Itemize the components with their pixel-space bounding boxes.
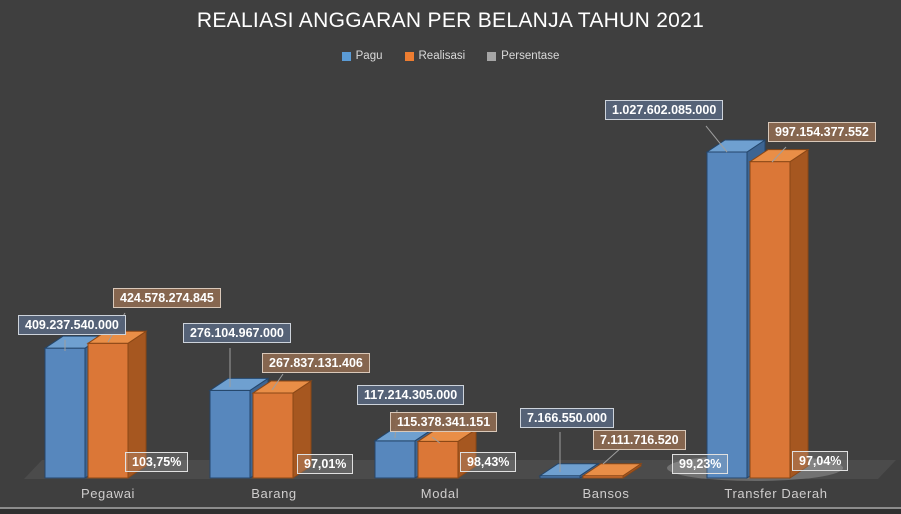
data-label-pagu-2: 117.214.305.000 xyxy=(357,385,465,405)
bar-pagu-3-top xyxy=(538,463,600,477)
data-label-persentase-1: 97,01% xyxy=(297,454,354,474)
data-label-pagu-0: 409.237.540.000 xyxy=(18,315,126,335)
leader-line xyxy=(705,125,728,153)
legend-label-realisasi: Realisasi xyxy=(418,50,466,62)
data-label-realisasi-0: 424.578.274.845 xyxy=(113,288,221,308)
legend: Pagu Realisasi Persentase xyxy=(0,50,901,62)
bar-pagu-1-top xyxy=(208,377,270,391)
data-label-realisasi-3: 7.111.716.520 xyxy=(593,430,686,450)
data-label-pagu-1: 276.104.967.000 xyxy=(183,323,291,343)
category-label-4: Transfer Daerah xyxy=(724,486,828,501)
bar-realisasi-4-top xyxy=(748,149,810,163)
below-slide-area xyxy=(0,509,901,514)
data-label-persentase-4: 97,04% xyxy=(792,451,849,471)
bar-realisasi-4-front xyxy=(749,161,791,479)
category-label-3: Bansos xyxy=(582,486,630,501)
bar-realisasi-4-side xyxy=(789,148,809,479)
bar-realisasi-1-front xyxy=(252,392,294,479)
bar-pagu-2-front xyxy=(374,440,416,479)
legend-label-pagu: Pagu xyxy=(355,50,383,62)
data-label-realisasi-4: 997.154.377.552 xyxy=(768,122,876,142)
legend-item-pagu: Pagu xyxy=(341,50,383,62)
data-label-pagu-4: 1.027.602.085.000 xyxy=(605,100,724,120)
data-label-realisasi-1: 267.837.131.406 xyxy=(262,353,370,373)
category-label-2: Modal xyxy=(420,486,460,501)
data-label-persentase-2: 98,43% xyxy=(460,452,517,472)
leader-line xyxy=(271,373,284,391)
bar-realisasi-1-top xyxy=(251,380,313,394)
bar-realisasi-0-front xyxy=(87,342,129,479)
data-label-persentase-3: 99,23% xyxy=(672,454,729,474)
leader-line xyxy=(431,436,441,444)
legend-item-persentase: Persentase xyxy=(487,50,559,62)
data-label-pagu-3: 7.166.550.000 xyxy=(520,408,614,428)
data-label-realisasi-2: 115.378.341.151 xyxy=(390,412,498,432)
legend-label-persentase: Persentase xyxy=(501,50,560,62)
bar-pagu-4-top xyxy=(705,139,767,153)
data-label-persentase-0: 103,75% xyxy=(125,452,189,472)
bar-pagu-4-front xyxy=(706,151,748,479)
category-label-0: Pegawai xyxy=(80,486,136,501)
chart-title: REALIASI ANGGARAN PER BELANJA TAHUN 2021 xyxy=(196,9,705,32)
persentase-swatch-icon xyxy=(487,51,497,61)
legend-item-realisasi: Realisasi xyxy=(404,50,466,62)
realisasi-swatch-icon xyxy=(404,51,414,61)
pagu-swatch-icon xyxy=(341,51,351,61)
bar-pagu-0-front xyxy=(44,347,86,479)
leader-line xyxy=(771,146,787,163)
slide-edge-line xyxy=(0,507,901,509)
category-label-1: Barang xyxy=(251,486,297,501)
bar-pagu-1-front xyxy=(209,389,251,479)
bar-realisasi-3-top xyxy=(581,463,643,477)
bar-realisasi-2-front xyxy=(417,440,459,479)
